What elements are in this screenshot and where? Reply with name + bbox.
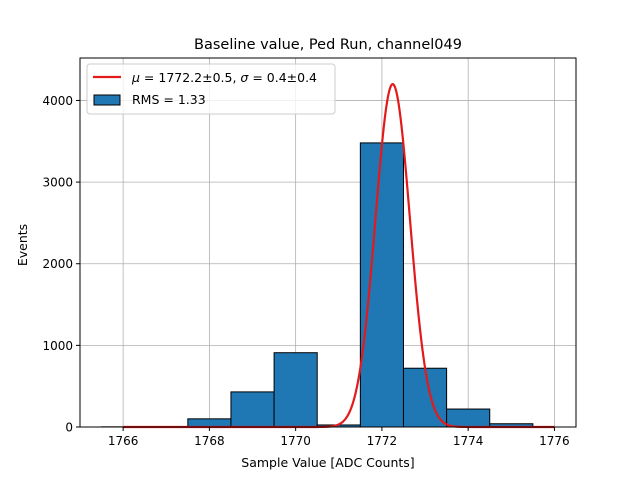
legend-fit-mu-value: = 1772.2±0.5, [140,70,240,85]
legend-fit-sigma-value: = 0.4±0.4 [248,70,317,85]
histogram-bars [101,142,534,428]
y-tick-label: 1000 [42,339,73,353]
x-axis-label: Sample Value [ADC Counts] [241,455,414,470]
histogram-bar-3 [187,418,232,428]
x-tick-label: 1776 [539,434,570,448]
x-axis-ticks: 1766 1768 1770 1772 1774 1776 [108,427,570,448]
x-tick-label: 1766 [108,434,139,448]
histogram-bar-4 [230,391,275,428]
x-tick-label: 1772 [367,434,398,448]
legend: μ = 1772.2±0.5, σ = 0.4±0.4 RMS = 1.33 [86,63,336,115]
histogram-bar-5 [273,352,318,428]
legend-fit-sigma-symbol: σ [240,70,249,85]
x-tick-label: 1770 [280,434,311,448]
y-tick-label: 4000 [42,94,73,108]
legend-hist-patch-swatch [93,94,121,106]
y-axis-label: Events [15,224,30,266]
y-tick-label: 2000 [42,257,73,271]
chart-title: Baseline value, Ped Run, channel049 [194,37,462,53]
legend-fit-label: μ = 1772.2±0.5, σ = 0.4±0.4 [131,70,317,85]
legend-hist-label: RMS = 1.33 [132,92,206,107]
y-tick-label: 0 [65,421,73,435]
histogram-bar-9 [446,408,491,428]
x-tick-label: 1768 [194,434,225,448]
plot-frame [79,57,577,428]
x-tick-label: 1774 [453,434,484,448]
histogram-bar-7 [359,142,404,428]
legend-frame [86,63,336,115]
y-tick-label: 3000 [42,176,73,190]
y-axis-ticks: 0 1000 2000 3000 4000 [42,94,80,435]
legend-fit-mu-symbol: μ [131,70,140,85]
